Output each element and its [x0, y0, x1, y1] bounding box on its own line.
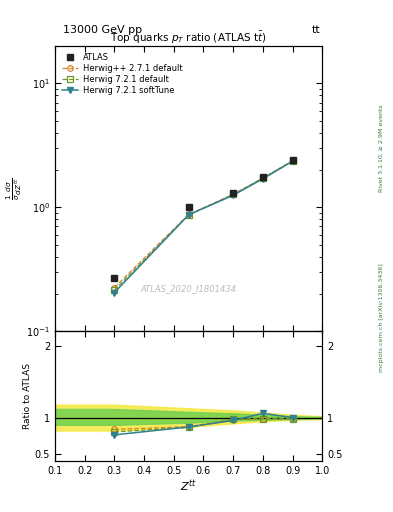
Text: Rivet 3.1.10, ≥ 2.9M events: Rivet 3.1.10, ≥ 2.9M events [379, 104, 384, 193]
Text: 13000 GeV pp: 13000 GeV pp [63, 25, 142, 35]
Text: ATLAS_2020_I1801434: ATLAS_2020_I1801434 [141, 284, 237, 293]
Title: Top quarks $p_{T}$ ratio (ATLAS t$\bar{t}$): Top quarks $p_{T}$ ratio (ATLAS t$\bar{t… [110, 30, 267, 46]
X-axis label: $Z^{tt}$: $Z^{tt}$ [180, 478, 197, 494]
Text: tt: tt [312, 25, 320, 35]
Legend: ATLAS, Herwig++ 2.7.1 default, Herwig 7.2.1 default, Herwig 7.2.1 softTune: ATLAS, Herwig++ 2.7.1 default, Herwig 7.… [59, 50, 185, 97]
Y-axis label: Ratio to ATLAS: Ratio to ATLAS [23, 363, 32, 429]
Y-axis label: $\frac{1}{\sigma}\frac{d\sigma}{dZ^{tt}}$: $\frac{1}{\sigma}\frac{d\sigma}{dZ^{tt}}… [4, 178, 24, 200]
Text: mcplots.cern.ch [arXiv:1306.3436]: mcplots.cern.ch [arXiv:1306.3436] [379, 263, 384, 372]
